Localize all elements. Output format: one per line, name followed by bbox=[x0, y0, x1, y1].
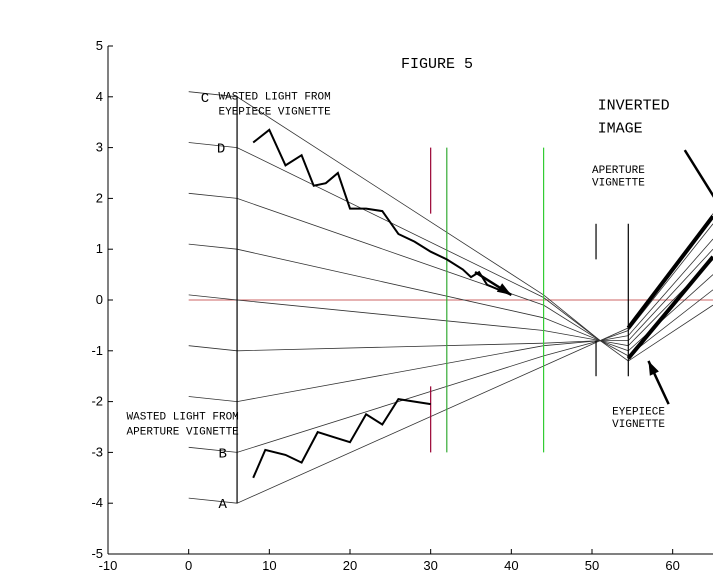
y-tick-label: -4 bbox=[91, 495, 103, 510]
arrow-shaft bbox=[683, 149, 713, 198]
arrow-head bbox=[648, 360, 659, 376]
ray-line bbox=[188, 192, 713, 342]
ray-line bbox=[188, 289, 713, 453]
ray-line bbox=[188, 304, 713, 504]
x-tick-label: 10 bbox=[262, 558, 276, 573]
annotation-text: EYEPIECE VIGNETTE bbox=[219, 107, 332, 119]
ray-line bbox=[188, 259, 713, 352]
annotation-text: WASTED LIGHT FROM bbox=[219, 91, 331, 103]
annotation-text: IMAGE bbox=[598, 120, 643, 137]
annotation-text: INVERTED bbox=[598, 98, 670, 115]
ray-line bbox=[188, 91, 601, 341]
x-tick-label: 50 bbox=[585, 558, 599, 573]
inverted-image-upper-edge bbox=[626, 214, 713, 330]
y-tick-label: 3 bbox=[96, 140, 103, 155]
point-label-c: C bbox=[201, 91, 209, 107]
y-tick-label: -5 bbox=[91, 546, 103, 561]
annotation-text: APERTURE bbox=[592, 165, 645, 177]
y-tick-label: -2 bbox=[91, 394, 103, 409]
point-label-d: D bbox=[217, 142, 225, 158]
wasted-light-lower-line bbox=[252, 398, 431, 479]
arrow-head bbox=[496, 283, 512, 295]
x-tick-label: 40 bbox=[504, 558, 518, 573]
y-tick-label: -3 bbox=[91, 444, 103, 459]
ray-line bbox=[188, 238, 713, 342]
inverted-image-lower-edge bbox=[626, 255, 713, 360]
annotation-text: VIGNETTE bbox=[592, 178, 645, 190]
y-tick-label: 2 bbox=[96, 190, 103, 205]
x-tick-label: 20 bbox=[343, 558, 357, 573]
x-tick-label: 0 bbox=[185, 558, 192, 573]
x-tick-label: 60 bbox=[665, 558, 679, 573]
y-tick-label: -1 bbox=[91, 343, 103, 358]
annotation-text: EYEPIECE bbox=[612, 406, 665, 418]
point-label-b: B bbox=[219, 446, 227, 462]
annotation-text: APERTURE VIGNETTE bbox=[127, 427, 240, 439]
plot-area bbox=[188, 91, 713, 504]
annotation-text: WASTED LIGHT FROM bbox=[127, 411, 239, 423]
chart-title: FIGURE 5 bbox=[401, 56, 473, 73]
ray-line bbox=[188, 274, 713, 403]
annotation-text: VIGNETTE bbox=[612, 419, 665, 431]
x-tick-label: -10 bbox=[99, 558, 118, 573]
y-tick-label: 1 bbox=[96, 241, 103, 256]
wasted-light-upper-line bbox=[252, 128, 512, 296]
ray-line bbox=[188, 248, 713, 342]
y-tick-label: 0 bbox=[96, 292, 103, 307]
point-label-a: A bbox=[219, 497, 228, 513]
x-tick-label: 30 bbox=[423, 558, 437, 573]
y-tick-label: 4 bbox=[96, 89, 103, 104]
y-tick-label: 5 bbox=[96, 38, 103, 53]
